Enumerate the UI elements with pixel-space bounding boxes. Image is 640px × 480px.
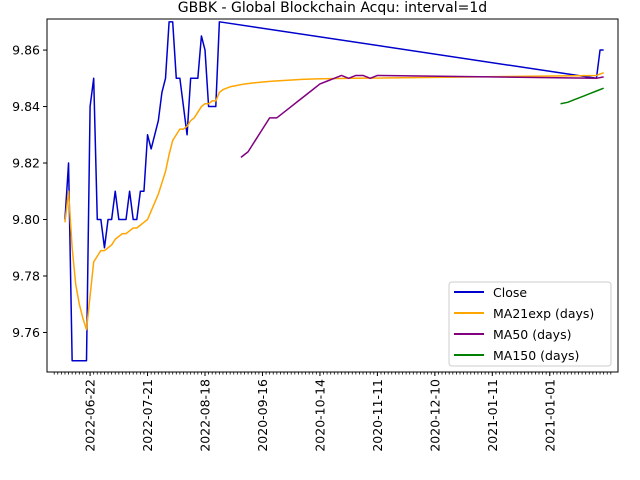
legend-label-close: Close bbox=[493, 285, 527, 300]
y-tick-label: 9.76 bbox=[12, 325, 40, 340]
x-tick-label: 2021-01-01 bbox=[542, 379, 557, 452]
y-tick-label: 9.86 bbox=[12, 43, 40, 58]
axis-ticks: 9.76 9.78 9.80 9.82 9.84 9.86 2022-06-22 2022-0… bbox=[12, 43, 612, 452]
x-tick-label: 2022-08-18 bbox=[198, 379, 213, 452]
series-line-ma21exp-days bbox=[64, 71, 604, 331]
x-tick-label: 2020-10-14 bbox=[312, 379, 327, 452]
x-tick-label: 2020-09-16 bbox=[255, 379, 270, 452]
x-tick-label: 2022-06-22 bbox=[83, 379, 98, 452]
chart-title: GBBK - Global Blockchain Acqu: interval=… bbox=[178, 0, 487, 16]
y-tick-label: 9.82 bbox=[12, 156, 40, 171]
legend-label-ma150: MA150 (days) bbox=[493, 348, 579, 363]
x-tick-label: 2021-01-11 bbox=[485, 379, 500, 452]
y-tick-label: 9.84 bbox=[12, 99, 40, 114]
x-tick-label: 2022-07-21 bbox=[140, 379, 155, 452]
series-line-ma150-days bbox=[560, 87, 604, 105]
legend-frame bbox=[448, 281, 612, 367]
legend: Close MA21exp (days) MA50 (days) MA150 (… bbox=[448, 281, 612, 367]
y-tick-label: 9.78 bbox=[12, 268, 40, 283]
legend-label-ma21exp: MA21exp (days) bbox=[493, 306, 594, 321]
x-tick-label: 2020-12-10 bbox=[427, 379, 442, 452]
plot-lines bbox=[64, 21, 604, 362]
legend-label-ma50: MA50 (days) bbox=[493, 327, 571, 342]
series-line-ma50-days bbox=[240, 74, 604, 158]
y-tick-label: 9.80 bbox=[12, 212, 40, 227]
series-line-close bbox=[64, 21, 604, 362]
plot-area-frame bbox=[46, 18, 619, 373]
x-tick-label: 2020-11-11 bbox=[370, 379, 385, 452]
